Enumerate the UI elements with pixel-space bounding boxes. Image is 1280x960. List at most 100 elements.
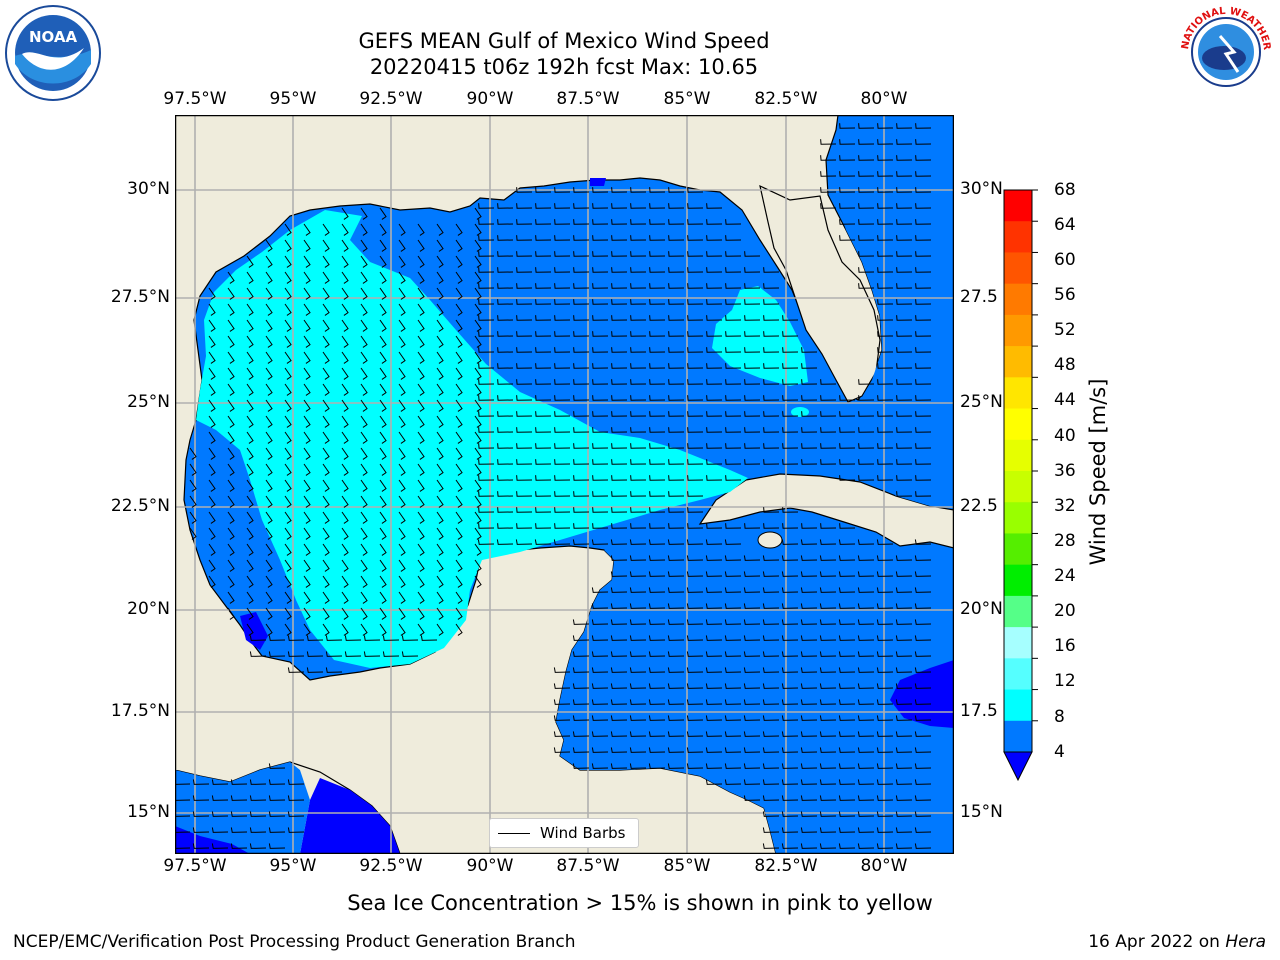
wind-barb (686, 555, 704, 561)
wind-barb (284, 607, 292, 620)
wind-barb (360, 431, 368, 444)
noaa-logo: NOAA (4, 4, 102, 102)
wind-barb (341, 415, 349, 428)
wind-barb (535, 379, 552, 385)
wind-barb (592, 187, 609, 193)
noaa-logo-text: NOAA (29, 28, 78, 46)
wind-barb (725, 523, 742, 529)
wind-barb (725, 459, 742, 465)
wind-barb (877, 459, 894, 465)
wind-barb (341, 367, 349, 380)
wind-barb (265, 495, 273, 508)
wind-barb (478, 251, 495, 257)
wind-barb (246, 543, 254, 556)
wind-barb (417, 607, 425, 620)
wind-barb (649, 459, 666, 465)
wind-barb (800, 811, 818, 817)
wind-barb (455, 479, 463, 492)
wind-barb (630, 331, 647, 337)
wind-barb (360, 287, 368, 300)
wind-barb (743, 731, 761, 737)
wind-barb (648, 763, 666, 769)
wind-barb (208, 367, 216, 380)
wind-barb (478, 315, 495, 321)
wind-barb (648, 603, 666, 609)
wind-barb (268, 779, 286, 785)
wind-barb (455, 383, 463, 396)
legend-line-icon (498, 832, 530, 834)
lat-tick-left: 22.5°N (110, 496, 170, 516)
wind-barb (895, 811, 913, 817)
wind-barb (436, 223, 444, 236)
wind-barb (781, 619, 799, 625)
wind-barb (725, 235, 742, 241)
wind-barb (379, 255, 387, 268)
wind-barb (743, 699, 761, 705)
wind-barb (227, 399, 235, 412)
wind-barb (800, 539, 818, 545)
wind-barb (819, 587, 837, 593)
wind-barb (858, 443, 875, 449)
lat-tick-right: 22.5 (960, 496, 998, 516)
wind-barb (474, 399, 482, 412)
wind-barb (781, 635, 799, 641)
colorbar-segment (1004, 190, 1032, 222)
wind-barb (686, 651, 704, 657)
wind-barb (687, 395, 704, 401)
colorbar-segment (1004, 627, 1032, 659)
wind-barb (227, 287, 235, 300)
wind-barb (687, 363, 704, 369)
wind-barb (839, 123, 856, 129)
wind-barb (610, 747, 628, 753)
wind-barb (303, 303, 311, 316)
wind-barb (573, 267, 590, 273)
legend-label: Wind Barbs (540, 824, 626, 842)
wind-barb (417, 367, 425, 380)
wind-barb (592, 299, 609, 305)
wind-barb (858, 139, 875, 145)
wind-barb (630, 427, 647, 433)
wind-barb (474, 559, 482, 572)
wind-barb (417, 303, 425, 316)
wind-barb (838, 555, 856, 561)
wind-barb (857, 763, 875, 769)
wind-barb (478, 411, 495, 417)
wind-barb (705, 587, 723, 593)
wind-barb (249, 811, 267, 817)
wind-barb (686, 763, 704, 769)
wind-barb (208, 479, 216, 492)
wind-barb (630, 347, 647, 353)
wind-barb (876, 715, 894, 721)
wind-barb (649, 331, 666, 337)
wind-barb (436, 271, 444, 284)
wind-barb (535, 299, 552, 305)
wind-barb (227, 543, 235, 556)
wind-barb (284, 431, 292, 444)
wind-barb (398, 575, 406, 588)
wind-barb (877, 443, 894, 449)
wind-barb (668, 363, 685, 369)
wind-barb (668, 283, 685, 289)
wind-barb (668, 267, 685, 273)
wind-barb (379, 351, 387, 364)
wind-barb (208, 511, 216, 524)
wind-barb (800, 635, 818, 641)
wind-barb (265, 239, 273, 252)
wind-barb (322, 383, 330, 396)
wind-barb (535, 491, 552, 497)
lat-tick-left: 27.5°N (110, 287, 170, 307)
wind-barb (227, 351, 235, 364)
wind-barb (877, 411, 894, 417)
wind-barb (743, 779, 761, 785)
wind-barb (725, 379, 742, 385)
wind-barb (455, 431, 463, 444)
wind-barb (629, 651, 647, 657)
wind-barb (227, 303, 235, 316)
wind-barb (782, 523, 799, 529)
wind-barb (265, 367, 273, 380)
wind-barb (306, 651, 324, 657)
wind-barb (819, 651, 837, 657)
wind-barb (876, 779, 894, 785)
wind-barb (303, 367, 311, 380)
wind-barb (820, 427, 837, 433)
